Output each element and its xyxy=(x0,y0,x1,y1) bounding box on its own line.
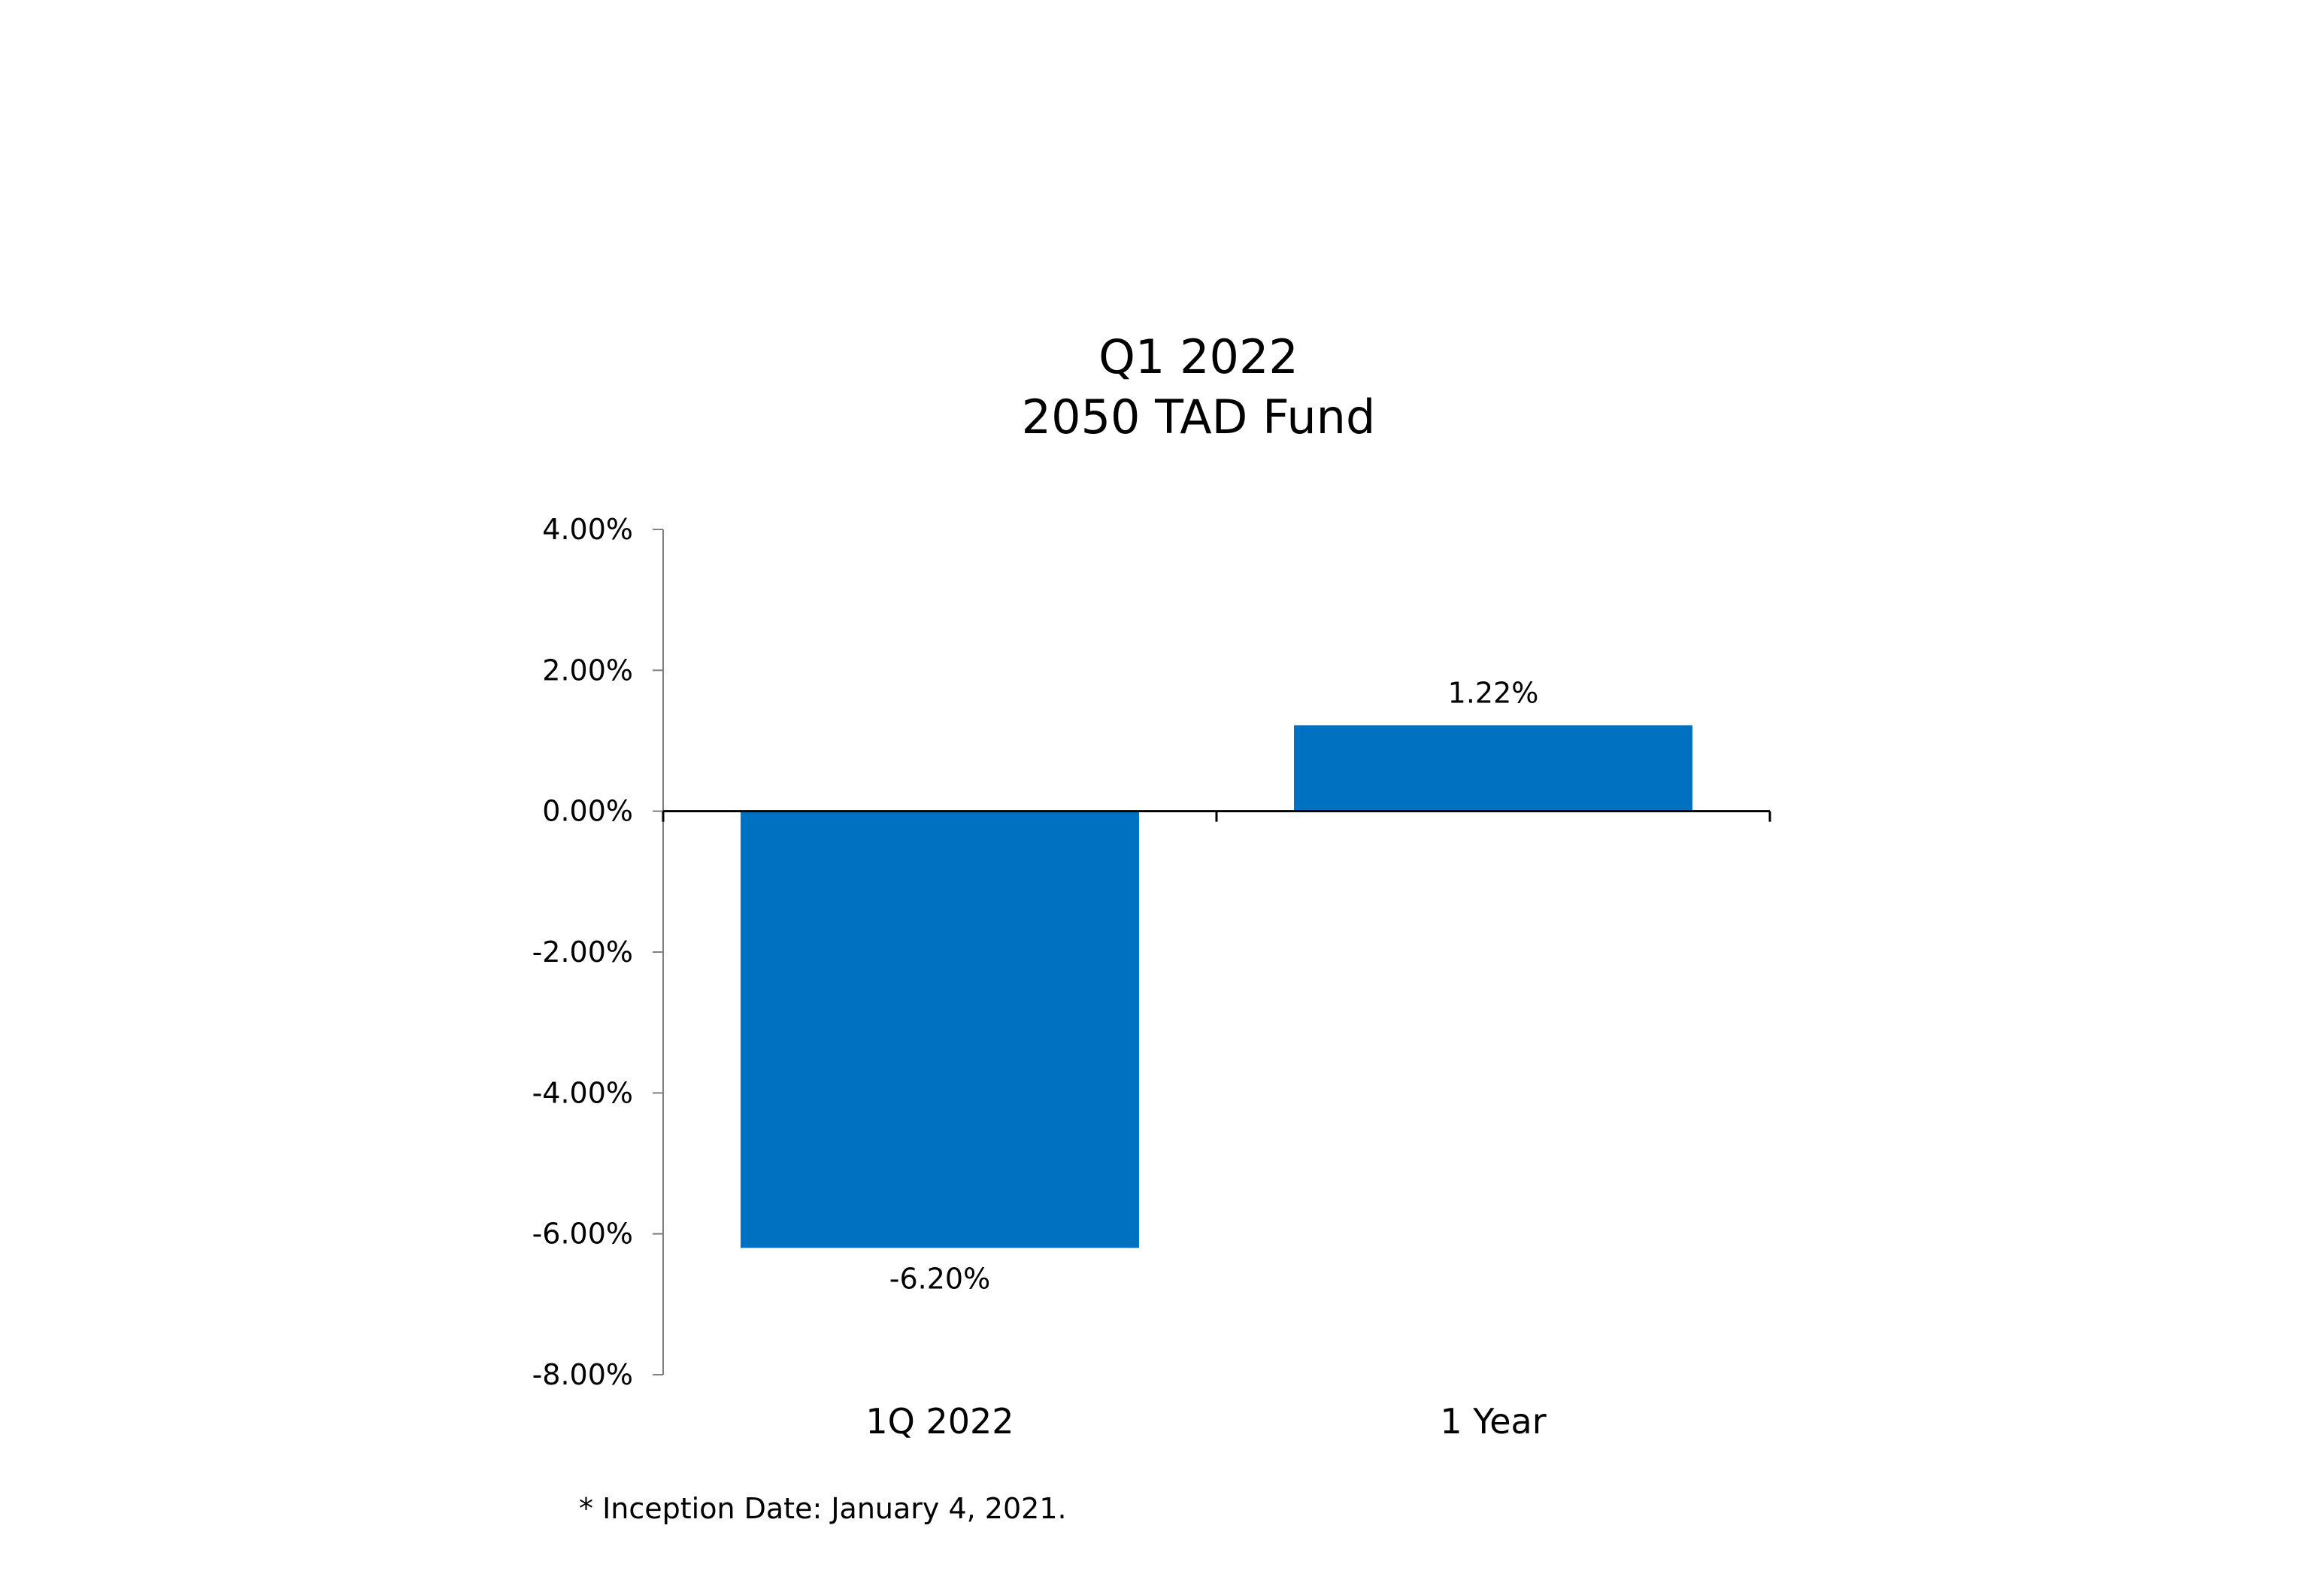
chart-title-line-1: Q1 2022 xyxy=(1098,329,1298,384)
chart-title: Q1 2022 2050 TAD Fund xyxy=(1022,329,1376,444)
y-tick-label-5: -6.00% xyxy=(532,1218,633,1251)
y-tick-labels: 4.00% 2.00% 0.00% -2.00% -4.00% -6.00% -8.00% xyxy=(532,513,633,1391)
axes-group xyxy=(653,529,1771,1375)
bars-group xyxy=(741,725,1692,1248)
y-tick-label-0: 4.00% xyxy=(542,513,633,546)
category-label-0: 1Q 2022 xyxy=(865,1401,1014,1442)
y-tick-label-4: -4.00% xyxy=(532,1076,633,1109)
y-tick-label-6: -8.00% xyxy=(532,1358,633,1391)
category-label-1: 1 Year xyxy=(1440,1401,1546,1442)
data-labels: -6.20% 1.22% xyxy=(889,676,1539,1295)
y-tick-label-3: -2.00% xyxy=(532,936,633,969)
y-tick-label-1: 2.00% xyxy=(542,654,633,687)
data-label-1: 1.22% xyxy=(1448,676,1539,709)
bar-0 xyxy=(741,811,1139,1248)
category-labels: 1Q 2022 1 Year xyxy=(865,1401,1546,1442)
y-tick-label-2: 0.00% xyxy=(542,795,633,828)
footnote: * Inception Date: January 4, 2021. xyxy=(579,1492,1067,1525)
bar-1 xyxy=(1294,725,1692,811)
chart-title-line-2: 2050 TAD Fund xyxy=(1022,390,1376,444)
data-label-0: -6.20% xyxy=(889,1262,990,1295)
